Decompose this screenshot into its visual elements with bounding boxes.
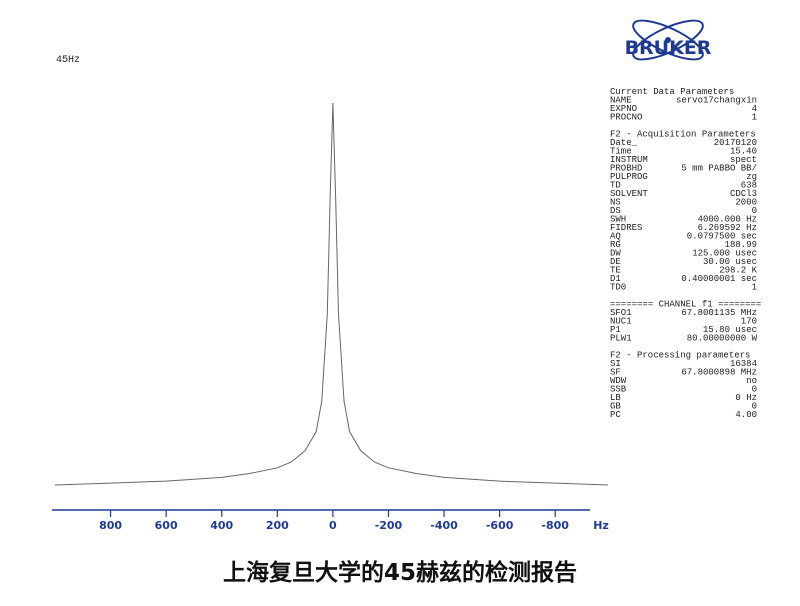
x-tick-label: -400 — [430, 519, 458, 532]
param-heading: F2 - Acquisition Parameters — [610, 130, 756, 140]
param-value: servo17changxin — [676, 96, 757, 106]
param-value: 5 mm PABBO BB/ — [681, 164, 757, 174]
x-tick-label: -600 — [486, 519, 514, 532]
param-name: SWH — [610, 215, 626, 225]
spectrum-line — [54, 102, 609, 486]
param-value: 15.80 usec — [703, 325, 757, 335]
param-name: P1 — [610, 325, 621, 335]
param-value: 0.40000001 sec — [681, 274, 757, 284]
x-tick-label: -200 — [375, 519, 403, 532]
x-axis-label: Hz — [593, 519, 609, 532]
param-heading: F2 - Processing parameters — [610, 351, 750, 361]
param-name: PLW1 — [610, 334, 632, 344]
param-name: PROBHD — [610, 164, 642, 174]
param-value: 1 — [752, 113, 757, 123]
x-tick-label: 600 — [155, 519, 178, 532]
param-name: AQ — [610, 232, 621, 242]
param-value: 1 — [752, 283, 757, 293]
x-tick-label: 800 — [99, 519, 122, 532]
param-value: 4 — [752, 104, 757, 114]
param-value: spect — [730, 155, 757, 165]
param-value: 0 — [752, 206, 757, 216]
param-name: PULPROG — [610, 172, 648, 182]
param-name: WDW — [610, 376, 627, 386]
param-name: PC — [610, 410, 621, 420]
param-name: D1 — [610, 274, 621, 284]
chart-title: 45Hz — [56, 55, 80, 66]
param-value: 170 — [741, 317, 757, 327]
param-value: 67.8000898 MHz — [681, 368, 757, 378]
param-name: TD0 — [610, 283, 626, 293]
param-value: 188.99 — [725, 240, 757, 250]
x-tick-label: 200 — [266, 519, 289, 532]
param-value: 16384 — [730, 359, 757, 369]
param-name: Date_ — [610, 138, 638, 148]
param-name: SSB — [610, 385, 627, 395]
param-name: DE — [610, 257, 621, 267]
param-value: 0 — [752, 385, 757, 395]
param-name: NAME — [610, 96, 632, 106]
param-value: no — [746, 376, 757, 386]
param-name: SOLVENT — [610, 189, 648, 199]
param-name: LB — [610, 393, 621, 403]
param-name: GB — [610, 402, 621, 412]
param-value: zg — [746, 172, 757, 182]
logo: BRUKER — [625, 19, 712, 61]
param-value: 0 Hz — [735, 393, 757, 403]
param-name: Time — [610, 147, 632, 157]
param-value: 30.00 usec — [703, 257, 757, 267]
param-name: TE — [610, 266, 621, 276]
param-name: EXPNO — [610, 104, 637, 114]
param-value: 4.00 — [735, 410, 757, 420]
param-name: FIDRES — [610, 223, 642, 233]
param-value: 67.8001135 MHz — [681, 308, 757, 318]
param-value: 298.2 K — [719, 266, 757, 276]
caption: 上海复旦大学的45赫兹的检测报告 — [223, 559, 577, 586]
param-name: PROCNO — [610, 113, 642, 123]
param-value: CDCl3 — [730, 189, 757, 199]
x-tick-label: 400 — [210, 519, 233, 532]
param-value: 15.40 — [730, 147, 757, 157]
param-name: RG — [610, 240, 621, 250]
param-name: TD — [610, 181, 621, 191]
param-name: DS — [610, 206, 621, 216]
logo-text: BRUKER — [625, 37, 712, 59]
param-name: INSTRUM — [610, 155, 648, 165]
param-name: SF — [610, 368, 621, 378]
param-name: SI — [610, 359, 621, 369]
param-name: SFO1 — [610, 308, 632, 318]
param-heading: Current Data Parameters — [610, 87, 734, 97]
param-value: 0 — [752, 402, 757, 412]
param-value: 125.000 usec — [692, 249, 757, 259]
param-value: 20170120 — [714, 138, 757, 148]
param-value: 2000 — [735, 198, 757, 208]
param-value: 638 — [741, 181, 757, 191]
x-tick-label: 0 — [329, 519, 337, 532]
param-name: NS — [610, 198, 621, 208]
param-value: 0.0797500 sec — [687, 232, 757, 242]
param-value: 80.00000000 W — [687, 334, 758, 344]
param-value: 6.269592 Hz — [698, 223, 757, 233]
param-heading: ======== CHANNEL f1 ======== — [610, 300, 761, 310]
param-name: NUC1 — [610, 317, 632, 327]
param-value: 4000.000 Hz — [698, 215, 757, 225]
x-tick-label: -800 — [541, 519, 569, 532]
param-name: DW — [610, 249, 621, 259]
